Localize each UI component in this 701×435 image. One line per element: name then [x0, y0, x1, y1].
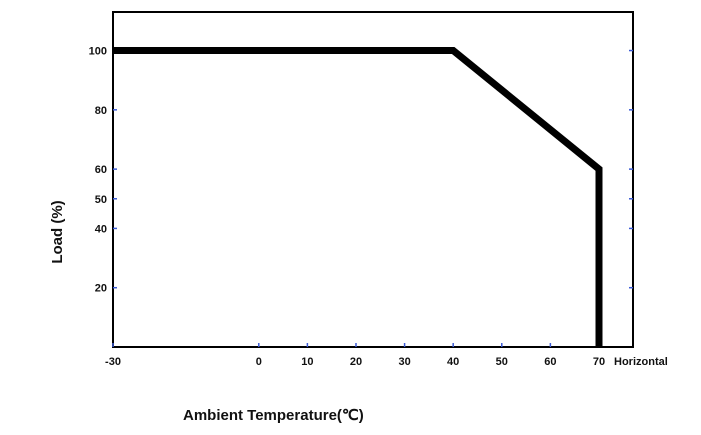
y-axis-ticks: 20 40 50 60 80 100	[89, 46, 633, 295]
y-tick-label: 40	[95, 223, 107, 235]
x-tick-label: 30	[398, 356, 410, 368]
x-axis-ticks: -30 0 10 20 30 40 50 60 70	[105, 343, 605, 368]
x-tick-label: 60	[544, 356, 556, 368]
y-tick-label: 100	[89, 46, 107, 58]
y-tick-label: 60	[95, 164, 107, 176]
x-tick-label: 50	[496, 356, 508, 368]
x-tick-label: 10	[301, 356, 313, 368]
x-tick-label: 70	[593, 356, 605, 368]
plot-frame	[112, 11, 634, 348]
y-tick-label: 20	[95, 283, 107, 295]
x-tick-label: 40	[447, 356, 459, 368]
x-suffix-label: Horizontal	[614, 356, 668, 368]
y-tick-label: 80	[95, 105, 107, 117]
x-axis-title: Ambient Temperature(℃)	[183, 407, 364, 424]
series-line	[113, 47, 603, 347]
x-tick-label: 20	[350, 356, 362, 368]
x-tick-label: 0	[256, 356, 262, 368]
x-tick-label: -30	[105, 356, 121, 368]
series-layer	[113, 47, 603, 347]
y-tick-label: 50	[95, 194, 107, 206]
y-axis-title: Load (%)	[49, 200, 66, 263]
